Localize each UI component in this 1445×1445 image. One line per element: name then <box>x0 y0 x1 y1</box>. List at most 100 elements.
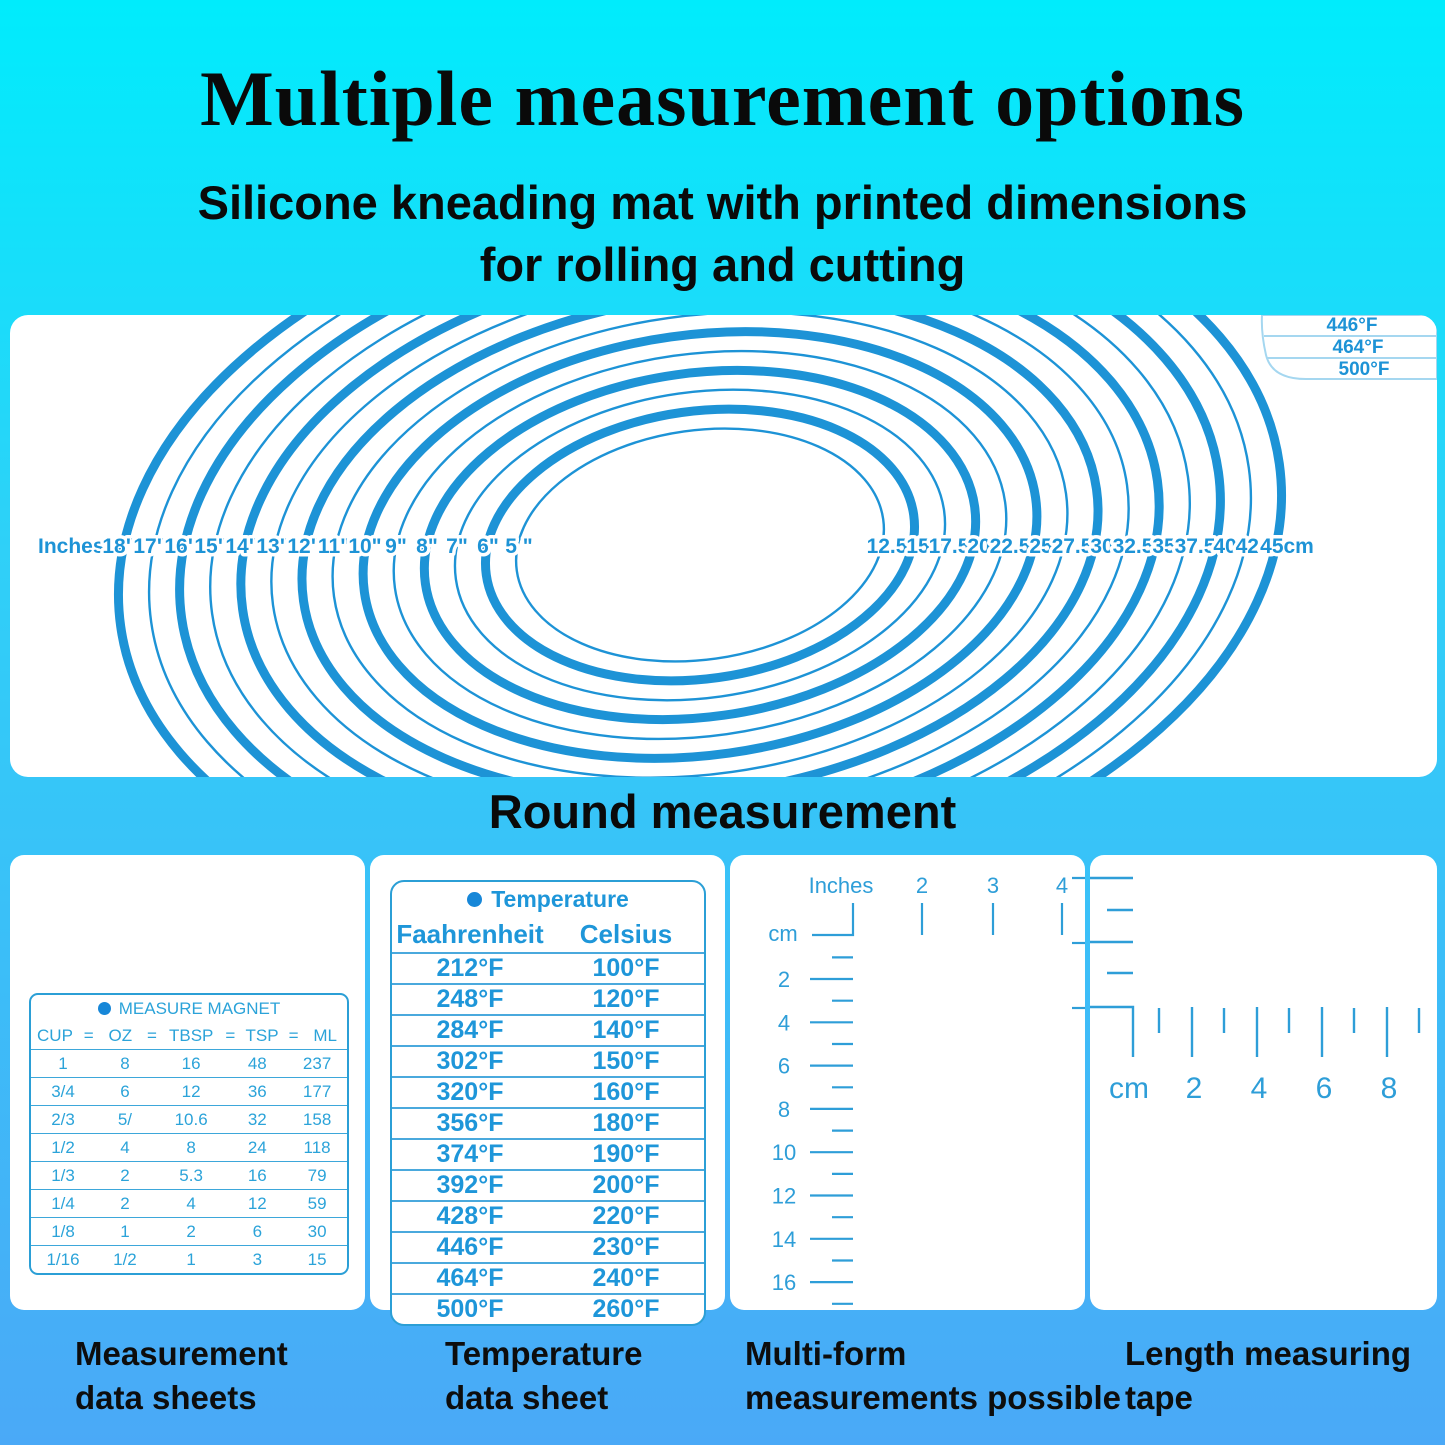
magnet-cell: 12 <box>181 1081 201 1101</box>
magnet-header-cell: OZ <box>108 1025 133 1045</box>
cm-ring-label: 30 <box>1090 535 1113 558</box>
temperature-table: Temperature Faahrenheit Celsius 212°F 100°F… <box>390 880 706 1326</box>
temperature-cell: 248°F <box>436 985 504 1013</box>
temperature-cell: 220°F <box>592 1202 660 1230</box>
temperature-data-row: 320°F 160°F <box>392 1076 704 1107</box>
corner-temp-label: 500°F <box>1339 359 1390 380</box>
magnet-data-row: 1/3 2 5.3 16 79 <box>31 1161 347 1189</box>
corner-ruler: Inches 2 3 4 cm 2 4 6 8 10 12 14 16 <box>768 873 1085 1305</box>
magnet-cell: 30 <box>307 1221 327 1241</box>
inches-axis-label: Inches <box>38 535 105 558</box>
temperature-cell: 212°F <box>436 954 504 982</box>
inch-ring-label: 10" <box>348 535 381 558</box>
temperature-cell: 240°F <box>592 1264 660 1292</box>
temperature-title: Temperature <box>491 885 629 912</box>
magnet-cell: 1/8 <box>51 1221 75 1241</box>
magnet-cell: 118 <box>303 1137 331 1157</box>
temperature-cell: 374°F <box>436 1140 504 1168</box>
temperature-cell: 392°F <box>436 1171 504 1199</box>
caption-line: data sheet <box>445 1378 609 1416</box>
caption-line: Measurement <box>75 1335 288 1372</box>
cm-tick-label: 4 <box>778 1010 790 1035</box>
magnet-cell: 4 <box>186 1193 196 1213</box>
measurement-ring-7in <box>453 388 947 702</box>
magnet-cell: 36 <box>247 1081 267 1101</box>
cm-ring-label: 37.5 <box>1175 535 1216 558</box>
magnet-cell: 1/2 <box>113 1249 137 1269</box>
temperature-sheet-corner <box>1260 315 1437 380</box>
inch-ring-label: 12" <box>287 535 320 558</box>
cm-ring-label: 22.5 <box>990 535 1031 558</box>
magnet-cell: 6 <box>120 1081 130 1101</box>
magnet-cell: 237 <box>302 1053 332 1073</box>
measurement-ring-5in <box>514 427 886 663</box>
tape-corner-mark <box>1090 1005 1135 1057</box>
measurement-ring-17in <box>147 315 1253 777</box>
caption-line: Multi-form <box>745 1335 907 1372</box>
caption-line: Temperature <box>445 1335 643 1372</box>
cm-tick-label: 10 <box>772 1140 796 1165</box>
temperature-cell: 428°F <box>436 1202 504 1230</box>
magnet-cell: 1/16 <box>46 1249 80 1269</box>
magnet-cell: 48 <box>247 1053 267 1073</box>
magnet-data-row: 1/4 2 4 12 59 <box>31 1189 347 1217</box>
magnet-cell: 8 <box>120 1053 130 1073</box>
temperature-cell: 150°F <box>592 1047 660 1075</box>
measurement-ring-9in <box>392 349 1008 741</box>
magnet-cell: 2 <box>186 1221 196 1241</box>
temperature-cell: 284°F <box>436 1016 504 1044</box>
temperature-data-row: 500°F 260°F <box>392 1293 704 1324</box>
magnet-cell: 3/4 <box>51 1081 75 1101</box>
cm-tick-label: 8 <box>778 1097 790 1122</box>
temperature-data-row: 392°F 200°F <box>392 1169 704 1200</box>
magnet-cell: 59 <box>307 1193 327 1213</box>
subtitle-line-1: Silicone kneading mat with printed dimen… <box>197 176 1248 229</box>
measurement-ring-8in <box>419 365 981 725</box>
measurement-ring-6in <box>480 404 920 686</box>
cm-tick-label: 12 <box>772 1184 796 1209</box>
magnet-data-row: 1/2 4 8 24 118 <box>31 1133 347 1161</box>
temperature-data-row: 446°F 230°F <box>392 1231 704 1262</box>
magnet-cell: 2 <box>120 1193 130 1213</box>
magnet-data-row: 3/4 6 12 36 177 <box>31 1077 347 1105</box>
temperature-cell: 356°F <box>436 1109 504 1137</box>
measure-magnet-table: MEASURE MAGNET CUP = OZ = TBSP = TSP = ML 1 8 16 48 2… <box>29 993 349 1275</box>
cm-ring-label: 12.5 <box>867 535 908 558</box>
magnet-cell: 5.3 <box>179 1165 203 1185</box>
magnet-cell: 3 <box>252 1249 263 1269</box>
temperature-cell: 464°F <box>436 1264 504 1292</box>
temperature-header-cell: Celsius <box>579 918 673 949</box>
caption-measurement-data-sheets: Measurement data sheets <box>75 1332 288 1420</box>
inch-ring-label: 17" <box>133 535 166 558</box>
measurement-data-sheet-panel: MEASURE MAGNET CUP = OZ = TBSP = TSP = ML 1 8 16 48 2… <box>10 855 365 1310</box>
cm-ring-label: 15 <box>906 535 930 558</box>
magnet-header-cell: CUP <box>37 1025 73 1045</box>
ruler-corner-mark <box>812 903 855 937</box>
kneading-mat-panel: Inches 18" 17" 16" 15" 14" 13" 12" 11" 10" 9" 8" 7" 6… <box>10 315 1437 777</box>
magnet-header-cell: = <box>225 1025 236 1045</box>
magnet-cell: 1/3 <box>51 1165 75 1185</box>
caption-line: data sheets <box>75 1378 257 1416</box>
temperature-cell: 320°F <box>436 1078 504 1106</box>
temperature-data-row: 464°F 240°F <box>392 1262 704 1293</box>
cm-tick-label: 6 <box>778 1054 790 1079</box>
caption-line: tape <box>1125 1378 1193 1416</box>
magnet-header-cell: ML <box>313 1025 338 1045</box>
page-title: Multiple measurement options <box>200 55 1245 142</box>
magnet-cell: 6 <box>252 1221 263 1241</box>
inch-ring-label: 13" <box>256 535 289 558</box>
caption-line: Length measuring <box>1125 1335 1412 1372</box>
cm-ring-label: 17.5 <box>929 535 970 558</box>
temperature-cell: 120°F <box>592 985 660 1013</box>
inch-tick-label: 2 <box>916 873 928 898</box>
round-measurement-caption: Round measurement <box>488 785 957 838</box>
cm-ring-label: 45cm <box>1260 535 1314 558</box>
magnet-cell: 158 <box>302 1109 332 1129</box>
temperature-data-sheet-panel: Temperature Faahrenheit Celsius 212°F 100°F… <box>370 855 725 1326</box>
temperature-header-row: Faahrenheit Celsius <box>392 916 704 952</box>
measurement-ring-11in <box>331 315 1069 777</box>
magnet-cell: 177 <box>302 1081 332 1101</box>
magnet-header-cell: = <box>288 1025 299 1045</box>
temperature-data-row: 428°F 220°F <box>392 1200 704 1231</box>
multi-form-ruler-panel: Inches 2 3 4 cm 2 4 6 8 10 12 14 16 <box>730 855 1085 1310</box>
